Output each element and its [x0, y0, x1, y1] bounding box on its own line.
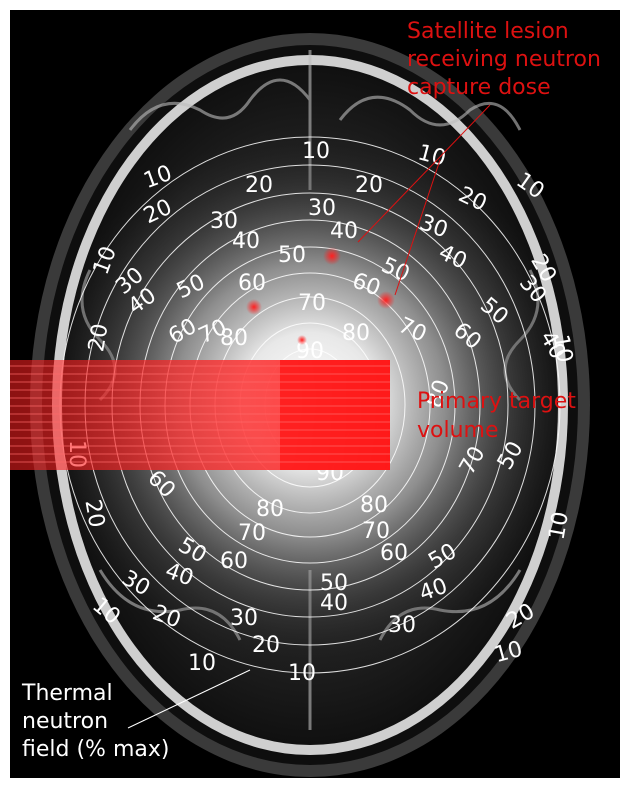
leader-line: [394, 159, 441, 296]
satellite-lesions: [246, 247, 395, 345]
primary-target-beam: [10, 360, 390, 470]
leader-line: [357, 104, 491, 243]
isodose-label: 20: [79, 498, 108, 530]
annotation-line: volume: [417, 418, 499, 443]
annotation-line: neutron: [22, 709, 108, 734]
satellite-lesion-marker: [377, 291, 395, 309]
primary-target-volume: [280, 360, 390, 470]
isodose-label: 10: [302, 139, 330, 164]
isodose-label: 70: [362, 519, 390, 544]
isodose-label: 40: [320, 591, 348, 616]
isodose-label: 60: [380, 541, 408, 566]
satellite-annotation: Satellite lesion receiving neutron captu…: [407, 19, 601, 100]
isodose-label: 80: [220, 326, 248, 351]
isodose-label: 60: [220, 549, 248, 574]
isodose-label: 10: [188, 651, 216, 676]
annotation-line: field (% max): [22, 737, 169, 762]
isodose-label: 80: [256, 497, 284, 522]
thermal-leader-line: [127, 669, 251, 729]
isodose-label: 30: [230, 606, 258, 631]
isodose-label: 30: [210, 209, 238, 234]
isodose-label: 50: [278, 243, 306, 268]
isodose-label: 70: [238, 521, 266, 546]
annotation-line: Thermal: [21, 681, 113, 706]
isodose-label: 10: [288, 661, 316, 686]
isodose-label: 10: [544, 510, 573, 542]
annotation-line: capture dose: [407, 75, 551, 100]
isodose-label: 30: [308, 196, 336, 221]
isodose-label: 50: [320, 571, 348, 596]
annotation-line: Primary target: [417, 389, 576, 414]
thermal-annotation: Thermal neutron field (% max): [21, 681, 169, 762]
isodose-label: 20: [252, 633, 280, 658]
isodose-label: 70: [298, 291, 326, 316]
isodose-label: 60: [238, 271, 266, 296]
isodose-label: 80: [342, 321, 370, 346]
satellite-lesion-marker: [246, 299, 262, 315]
isodose-label: 80: [360, 493, 388, 518]
annotation-line: Satellite lesion: [407, 19, 569, 44]
satellite-lesion-marker: [297, 335, 307, 345]
primary-annotation: Primary target volume: [417, 389, 576, 443]
satellite-leader-lines: [357, 104, 491, 296]
isodose-label: 20: [355, 173, 383, 198]
isodose-label: 40: [330, 219, 358, 244]
satellite-lesion-marker: [323, 247, 341, 265]
isodose-label: 30: [388, 613, 416, 638]
isodose-label: 40: [232, 229, 260, 254]
beam-lines: [10, 365, 390, 463]
mri-dose-figure: 10 10 10 10 10 10 10 10 10 10 10 10 20 2…: [10, 10, 620, 778]
isodose-label: 20: [84, 322, 113, 354]
annotation-line: receiving neutron: [407, 47, 601, 72]
isodose-label: 10: [547, 333, 576, 365]
figure-canvas: 10 10 10 10 10 10 10 10 10 10 10 10 20 2…: [10, 10, 620, 778]
isodose-label: 20: [245, 173, 273, 198]
